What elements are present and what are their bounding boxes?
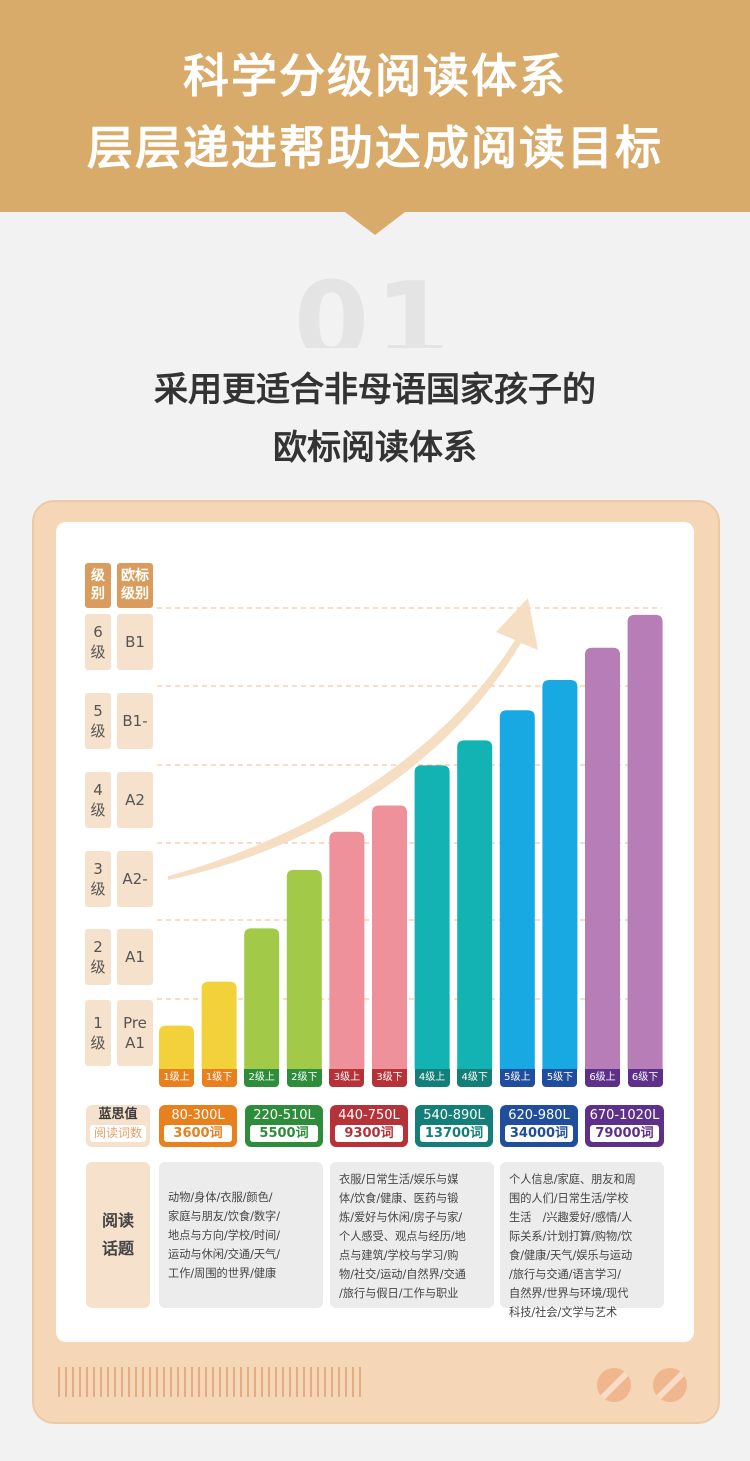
topic-line: 衣服/日常生活/娱乐与媒 <box>339 1173 459 1186</box>
topic-line: 物/社交/运动/自然界/交通 <box>339 1268 466 1281</box>
lexile-box: 220-510L 5500词 <box>245 1105 323 1147</box>
lexile-range: 220-510L <box>253 1108 315 1123</box>
lexile-range: 440-750L <box>338 1108 400 1123</box>
section-title-line2: 欧标阅读体系 <box>273 428 477 468</box>
vent-grille <box>58 1367 363 1397</box>
header-banner <box>0 0 750 212</box>
topic-list: 动物/身体/衣服/颜色/家庭与朋友/饮食/数字/地点与方向/学校/时间/运动与休… <box>159 1162 323 1308</box>
topic-line: 炼/爱好与休闲/房子与家/ <box>339 1211 463 1224</box>
word-count: 9300词 <box>335 1125 403 1142</box>
topic-line: 个人感受、观点与经历/地 <box>339 1230 466 1243</box>
lexile-range: 540-890L <box>423 1108 485 1123</box>
bar-category-label: 2级下 <box>286 1069 322 1087</box>
topic-line: 际关系/计划打算/购物/饮 <box>509 1230 633 1243</box>
lexile-box: 540-890L 13700词 <box>415 1105 493 1147</box>
bar-category-label: 5级上 <box>499 1069 535 1087</box>
topic-line: /旅行与假日/工作与职业 <box>339 1287 459 1300</box>
topic-line: 点与建筑/学校与学习/购 <box>339 1249 459 1262</box>
bar-category-label: 4级下 <box>457 1069 493 1087</box>
knob-icon <box>653 1368 687 1402</box>
word-count: 3600词 <box>164 1125 232 1142</box>
bar-category-label: 4级上 <box>414 1069 450 1087</box>
lexile-label: 蓝思值 阅读词数 <box>86 1105 150 1147</box>
topic-line: 地点与方向/学校/时间/ <box>168 1229 280 1242</box>
bar-category-label: 6级下 <box>627 1069 663 1087</box>
cefr-cell: A2- <box>117 851 153 907</box>
lexile-box: 670-1020L 79000词 <box>585 1105 664 1147</box>
lexile-box: 620-980L 34000词 <box>500 1105 578 1147</box>
bar-category-label: 5级下 <box>542 1069 578 1087</box>
topic-list: 衣服/日常生活/娱乐与媒 体/饮食/健康、医药与锻 炼/爱好与休闲/房子与家/个人感… <box>330 1162 494 1308</box>
banner-title-line2: 层层递进帮助达成阅读目标 <box>87 121 663 175</box>
topic-line: 动物/身体/衣服/颜色/ <box>168 1191 273 1204</box>
level-column-header: 级别 <box>85 563 111 608</box>
banner-title-line1: 科学分级阅读体系 <box>183 49 567 103</box>
cefr-cell: B1- <box>117 693 153 749</box>
bar-category-label: 1级下 <box>201 1069 237 1087</box>
topics-label: 阅读 话题 <box>86 1162 150 1308</box>
topic-line: 自然界/世界与环境/现代 <box>509 1287 629 1300</box>
topic-line: 围的人们/日常生活/学校 <box>509 1192 629 1205</box>
word-count: 79000词 <box>590 1125 659 1142</box>
topic-line: 家庭与朋友/饮食/数字/ <box>168 1210 280 1223</box>
bar-category-label: 2级上 <box>244 1069 280 1087</box>
cefr-cell: Pre A1 <box>117 1000 153 1066</box>
lexile-range: 620-980L <box>508 1108 570 1123</box>
word-count: 34000词 <box>505 1125 573 1142</box>
lexile-range: 670-1020L <box>589 1108 660 1123</box>
topic-line: 工作/周围的世界/健康 <box>168 1267 277 1280</box>
cefr-cell: B1 <box>117 614 153 670</box>
lexile-box: 80-300L 3600词 <box>159 1105 237 1147</box>
word-count: 5500词 <box>250 1125 318 1142</box>
topic-line: 科技/社会/文学与艺术 <box>509 1306 618 1319</box>
bar-category-label: 3级下 <box>372 1069 407 1087</box>
cefr-column-header: 欧标 级别 <box>117 563 153 608</box>
topic-line: 生活 /兴趣爱好/感情/人 <box>509 1211 633 1224</box>
lexile-range: 80-300L <box>171 1108 225 1123</box>
banner-pointer <box>345 212 405 235</box>
word-count: 13700词 <box>420 1125 488 1142</box>
section-number: 01 <box>293 260 457 348</box>
bar-category-label: 1级上 <box>159 1069 194 1087</box>
bar-category-label: 3级上 <box>329 1069 365 1087</box>
topic-line: /旅行与交通/语言学习/ <box>509 1268 621 1281</box>
knob-icon <box>597 1368 631 1402</box>
topic-list: 个人信息/家庭、朋友和周 围的人们/日常生活/学校 生活 /兴趣爱好/感情/人 际关系… <box>500 1162 664 1319</box>
cefr-cell: A1 <box>117 929 153 985</box>
topic-line: 食/健康/天气/娱乐与运动 <box>509 1249 633 1262</box>
cefr-cell: A2 <box>117 772 153 828</box>
bar-category-label: 6级上 <box>585 1069 620 1087</box>
topic-line: 体/饮食/健康、医药与锻 <box>339 1192 459 1205</box>
topic-line: 运动与休闲/交通/天气/ <box>168 1248 280 1261</box>
topic-line: 个人信息/家庭、朋友和周 <box>509 1173 636 1186</box>
lexile-box: 440-750L 9300词 <box>330 1105 408 1147</box>
section-title-line1: 采用更适合非母语国家孩子的 <box>154 370 596 410</box>
